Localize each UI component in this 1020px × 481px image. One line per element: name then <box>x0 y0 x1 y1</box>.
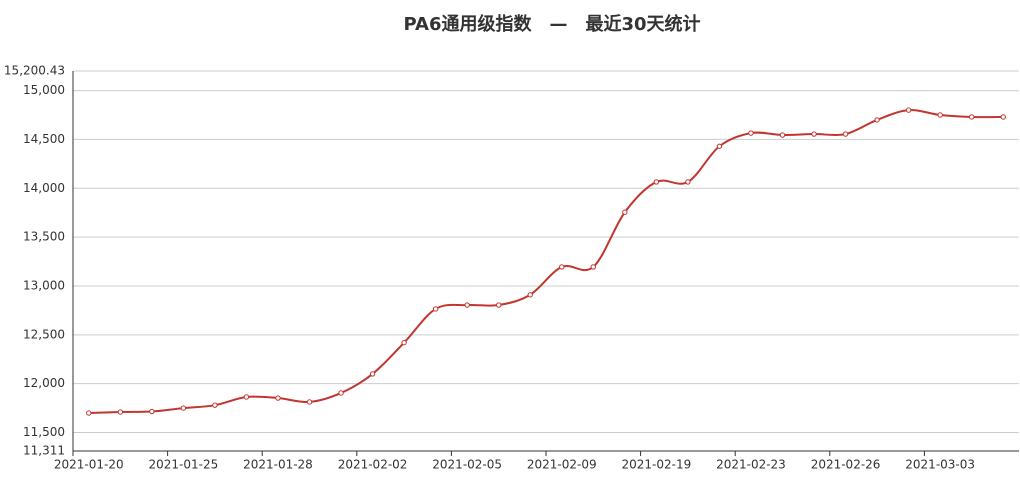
point <box>306 399 313 405</box>
y-tick-label: 13,000 <box>23 278 65 292</box>
point <box>86 410 92 416</box>
point <box>748 130 754 136</box>
y-tick-label: 15,000 <box>23 83 65 97</box>
chart-title: PA6通用级指数 — 最近30天统计 <box>403 13 700 35</box>
point <box>559 264 565 270</box>
y-tick-label: 14,500 <box>23 132 65 146</box>
point <box>969 114 975 120</box>
y-tick-label: 15,200.43 <box>4 64 65 78</box>
x-tick-label: 2021-02-23 <box>716 458 786 472</box>
point <box>149 408 155 415</box>
point <box>874 117 880 123</box>
point <box>685 179 691 185</box>
point <box>369 371 376 377</box>
point <box>432 306 439 312</box>
y-tick-label: 11,311 <box>23 444 65 458</box>
y-tick-label: 11,500 <box>23 425 65 439</box>
x-tick-label: 2021-01-25 <box>148 458 218 472</box>
y-tick-label: 12,500 <box>23 327 65 341</box>
point <box>464 302 470 308</box>
point <box>811 131 817 137</box>
x-tick-label: 2021-02-26 <box>811 458 881 472</box>
x-tick-label: 2021-02-05 <box>432 458 502 472</box>
point <box>338 390 344 396</box>
point <box>937 112 943 118</box>
point <box>590 264 596 270</box>
point <box>180 405 187 411</box>
point <box>527 292 533 298</box>
line <box>88 109 1004 414</box>
x-tick-label: 2021-02-09 <box>527 458 597 472</box>
x-tick-label: 2021-03-03 <box>905 458 975 472</box>
point <box>117 409 124 415</box>
point <box>496 302 502 308</box>
y-tick-label: 13,500 <box>23 230 65 244</box>
point <box>653 179 660 185</box>
x-tick-label: 2021-02-19 <box>621 458 691 472</box>
point <box>275 395 281 401</box>
x-tick-label: 2021-01-28 <box>243 458 313 472</box>
point <box>622 209 628 215</box>
point <box>716 143 723 149</box>
y-tick-label: 12,000 <box>23 376 65 390</box>
point <box>212 402 218 408</box>
point <box>842 131 849 137</box>
y-tick-label: 14,000 <box>23 181 65 195</box>
point <box>1000 114 1006 120</box>
point <box>243 394 250 400</box>
point <box>779 132 786 138</box>
point <box>905 107 912 113</box>
x-tick-label: 2021-02-02 <box>338 458 408 472</box>
x-tick-label: 2021-01-20 <box>54 458 124 472</box>
point <box>401 339 407 346</box>
